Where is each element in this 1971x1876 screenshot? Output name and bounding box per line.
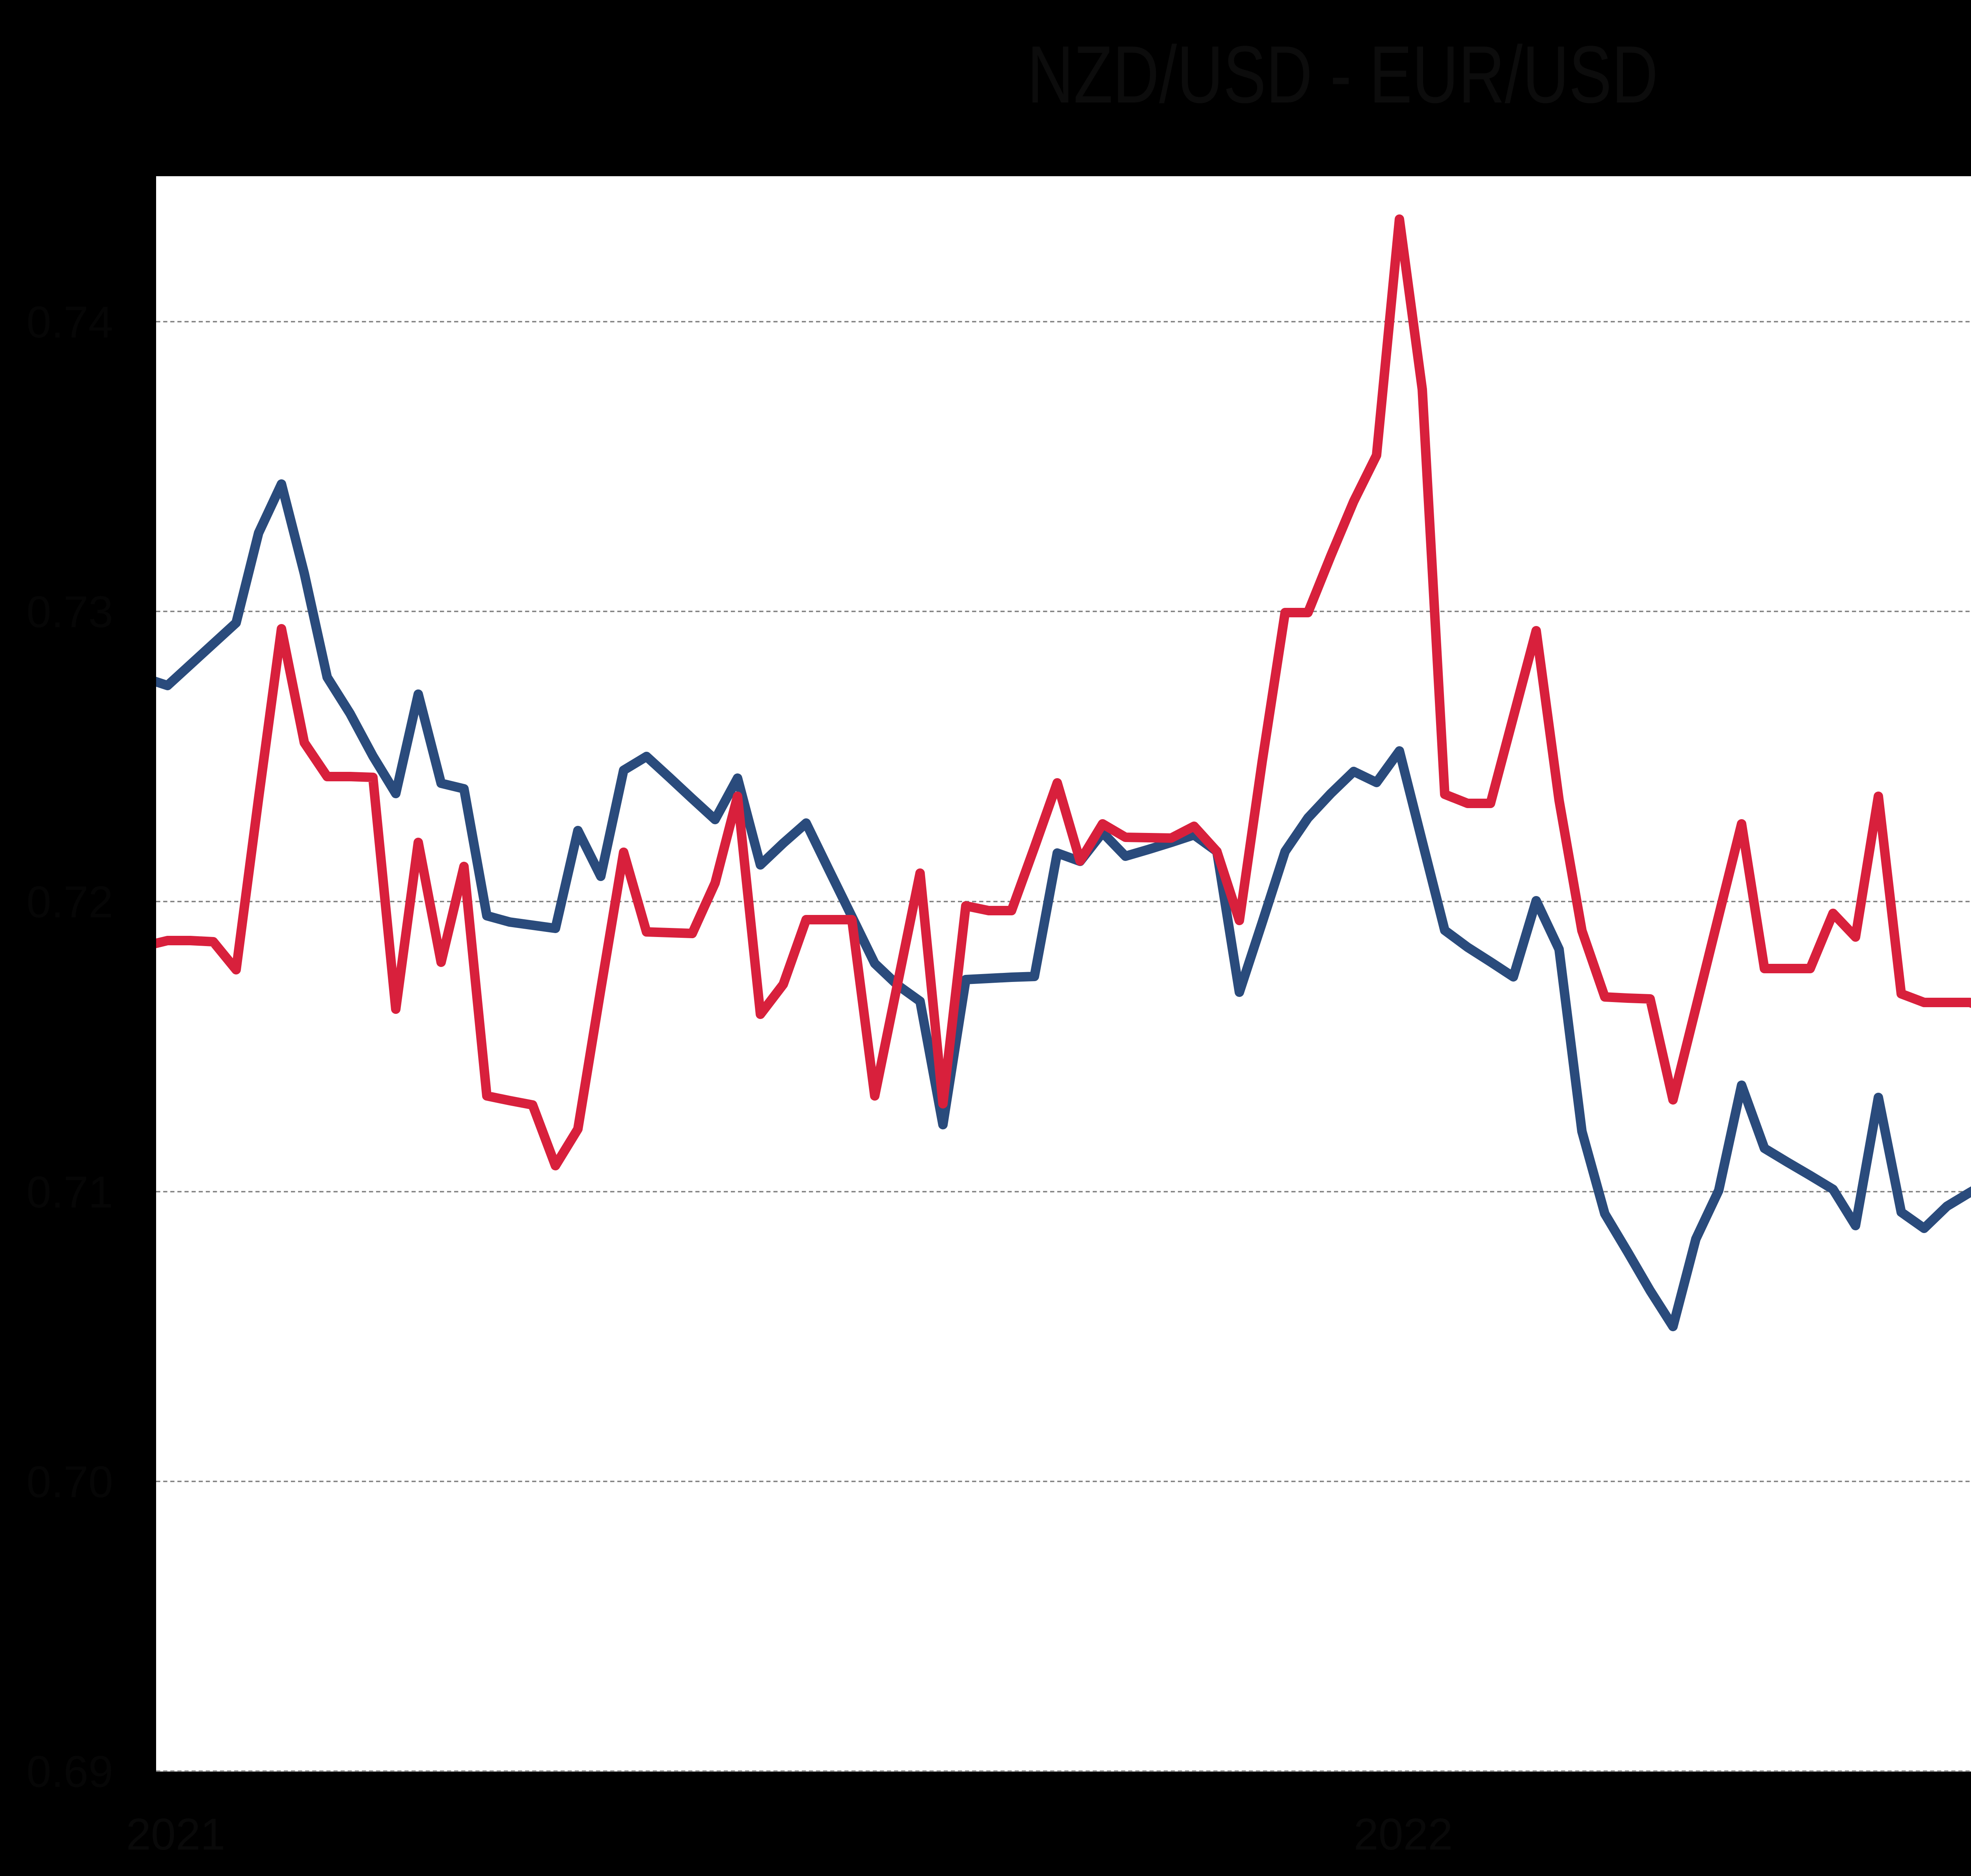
- svg-text:NZD/USD - EUR/USD: NZD/USD - EUR/USD: [1027, 29, 1658, 120]
- svg-text:0.73: 0.73: [26, 587, 113, 637]
- svg-text:0.69: 0.69: [26, 1747, 113, 1796]
- svg-text:2022: 2022: [1354, 1809, 1453, 1859]
- svg-text:0.72: 0.72: [26, 877, 113, 927]
- svg-text:0.74: 0.74: [26, 297, 113, 347]
- svg-text:0.70: 0.70: [26, 1457, 113, 1507]
- svg-text:0.71: 0.71: [26, 1167, 113, 1217]
- svg-text:2021: 2021: [126, 1809, 225, 1859]
